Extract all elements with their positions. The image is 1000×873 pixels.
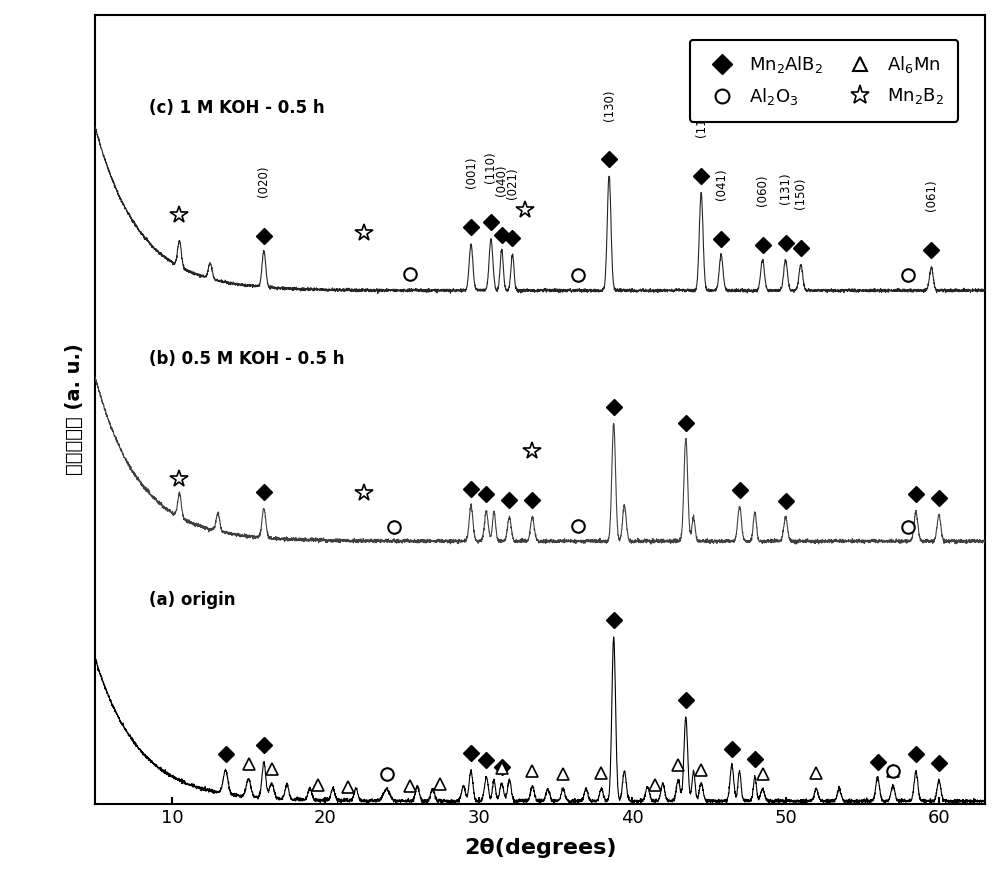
Text: (150): (150)	[794, 178, 807, 210]
Text: (021): (021)	[506, 167, 519, 199]
Text: (b) 0.5 M KOH - 0.5 h: (b) 0.5 M KOH - 0.5 h	[149, 350, 344, 368]
Text: (c) 1 M KOH - 0.5 h: (c) 1 M KOH - 0.5 h	[149, 100, 324, 117]
Text: (001): (001)	[465, 156, 478, 189]
Legend: Mn$_2$AlB$_2$, Al$_2$O$_3$, Al$_6$Mn, Mn$_2$B$_2$: Mn$_2$AlB$_2$, Al$_2$O$_3$, Al$_6$Mn, Mn…	[690, 40, 958, 121]
Text: (060): (060)	[756, 175, 769, 206]
Text: (110): (110)	[484, 151, 497, 183]
Text: (041): (041)	[715, 168, 728, 200]
Text: (061): (061)	[925, 179, 938, 211]
Text: (131): (131)	[779, 172, 792, 204]
Text: (a) origin: (a) origin	[149, 591, 235, 609]
Text: (130): (130)	[603, 89, 616, 120]
Text: (040): (040)	[495, 164, 508, 196]
Text: (111): (111)	[695, 105, 708, 137]
Y-axis label: 归一化强度 (a. u.): 归一化强度 (a. u.)	[65, 344, 84, 476]
X-axis label: 2θ(degrees): 2θ(degrees)	[464, 838, 616, 858]
Text: (020): (020)	[257, 166, 270, 197]
